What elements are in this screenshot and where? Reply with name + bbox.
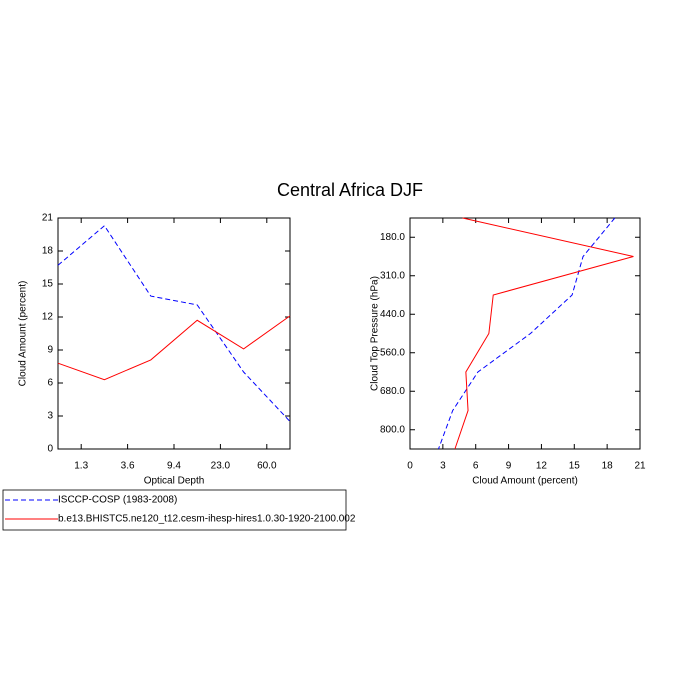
plot-frame: [57, 217, 291, 450]
x-tick-label: 9: [506, 461, 512, 472]
x-tick-label: 3.6: [121, 461, 135, 472]
y-axis-label: Cloud Amount (percent): [18, 281, 29, 387]
x-tick-label: 1.3: [74, 461, 88, 472]
x-tick-label: 9.4: [167, 461, 181, 472]
x-axis-label: Cloud Amount (percent): [472, 476, 578, 487]
y-tick-label: 180.0: [380, 232, 405, 243]
x-tick-label: 15: [569, 461, 581, 472]
y-tick-label: 800.0: [380, 424, 405, 435]
x-tick-label: 0: [407, 461, 413, 472]
legend-box: [2, 489, 347, 531]
legend-label: b.e13.BHISTC5.ne120_t12.cesm-ihesp-hires…: [58, 514, 356, 525]
x-axis-label: Optical Depth: [144, 476, 205, 487]
x-tick-label: 60.0: [257, 461, 277, 472]
y-tick-label: 6: [47, 378, 53, 389]
legend-label: ISCCP-COSP (1983-2008): [58, 495, 177, 506]
y-tick-label: 680.0: [380, 386, 405, 397]
y-tick-label: 18: [42, 246, 54, 257]
y-tick-label: 310.0: [380, 270, 405, 281]
series-line: [454, 217, 634, 450]
x-tick-label: 3: [440, 461, 446, 472]
y-tick-label: 12: [42, 312, 54, 323]
x-tick-label: 6: [473, 461, 479, 472]
figure-title: Central Africa DJF: [277, 180, 423, 200]
x-tick-label: 23.0: [211, 461, 231, 472]
y-tick-label: 0: [47, 444, 53, 455]
series-line: [57, 224, 291, 422]
x-tick-label: 21: [634, 461, 646, 472]
y-axis-label: Cloud Top Pressure (hPa): [370, 276, 381, 391]
y-tick-label: 440.0: [380, 309, 405, 320]
y-tick-label: 3: [47, 411, 53, 422]
y-tick-label: 9: [47, 345, 53, 356]
series-line: [57, 315, 291, 381]
y-tick-label: 560.0: [380, 347, 405, 358]
x-tick-label: 18: [602, 461, 614, 472]
series-line: [438, 217, 616, 450]
plot-frame: [409, 217, 641, 450]
x-tick-label: 12: [536, 461, 548, 472]
y-tick-label: 21: [42, 213, 54, 224]
y-tick-label: 15: [42, 279, 54, 290]
